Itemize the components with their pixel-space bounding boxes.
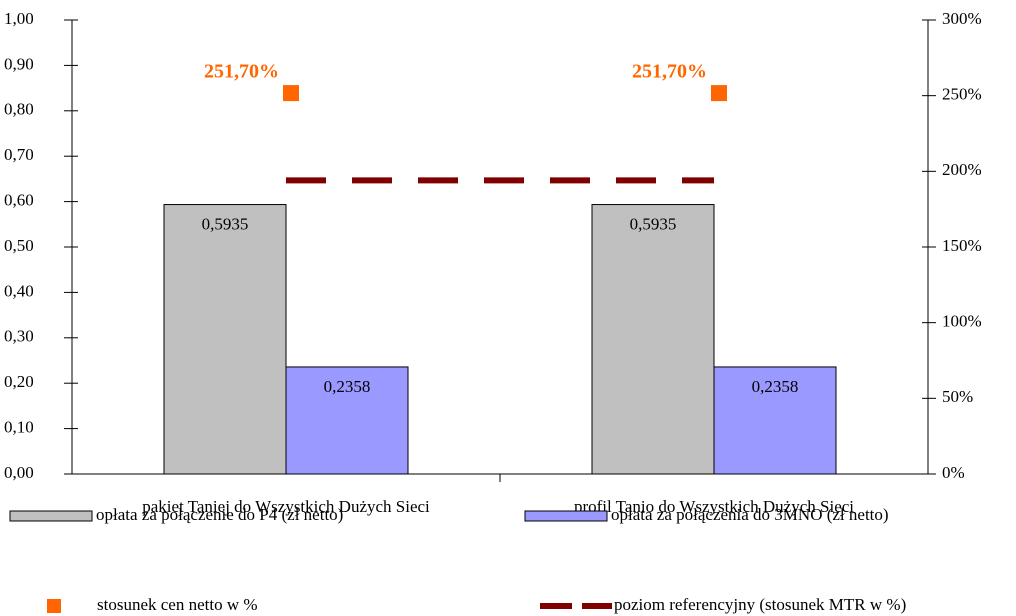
y-tick-label: 0,90 bbox=[4, 54, 34, 73]
bar-value-label: 0,5935 bbox=[202, 214, 249, 233]
y2-tick-label: 200% bbox=[942, 160, 982, 179]
y-tick-label: 0,60 bbox=[4, 191, 34, 210]
y-tick-label: 0,50 bbox=[4, 236, 34, 255]
y2-tick-label: 0% bbox=[942, 463, 965, 482]
legend-label: opłata za połączenia do 3MNO (zł netto) bbox=[611, 505, 889, 524]
legend-swatch bbox=[47, 599, 61, 613]
y2-tick-label: 150% bbox=[942, 236, 982, 255]
bar-value-label: 0,2358 bbox=[752, 377, 799, 396]
bar bbox=[163, 204, 287, 475]
legend-label: stosunek cen netto w % bbox=[97, 595, 258, 614]
y-tick-label: 0,30 bbox=[4, 327, 34, 346]
bar bbox=[713, 366, 837, 475]
y2-tick-label: 50% bbox=[942, 387, 973, 406]
legend-label: poziom referencyjny (stosunek MTR w %) bbox=[614, 595, 906, 614]
y2-tick-label: 250% bbox=[942, 85, 982, 104]
x-tick-label: pakiet Taniej do Wszystkich Dużych Sieci bbox=[142, 497, 430, 516]
y-tick-label: 0,10 bbox=[4, 418, 34, 437]
marker bbox=[711, 85, 727, 102]
marker-value-label: 251,70% bbox=[632, 61, 707, 83]
legend-label: opłata za połączenie do P4 (zł netto) bbox=[96, 505, 343, 524]
bar-value-label: 0,5935 bbox=[630, 214, 677, 233]
marker bbox=[283, 85, 299, 102]
y-tick-label: 1,00 bbox=[4, 9, 34, 28]
legend-swatch bbox=[524, 510, 608, 522]
bar-value-label: 0,2358 bbox=[324, 377, 371, 396]
marker-value-label: 251,70% bbox=[204, 61, 279, 83]
y-tick-label: 0,80 bbox=[4, 100, 34, 119]
y-tick-label: 0,20 bbox=[4, 372, 34, 391]
y2-tick-label: 100% bbox=[942, 312, 982, 331]
y-tick-label: 0,70 bbox=[4, 145, 34, 164]
y-tick-label: 0,40 bbox=[4, 281, 34, 300]
bar bbox=[591, 204, 715, 475]
y2-tick-label: 300% bbox=[942, 9, 982, 28]
y-tick-label: 0,00 bbox=[4, 463, 34, 482]
legend-swatch bbox=[9, 510, 93, 522]
bar bbox=[285, 366, 409, 475]
x-tick-label: profil Tanio do Wszystkich Dużych Sieci bbox=[574, 497, 854, 516]
